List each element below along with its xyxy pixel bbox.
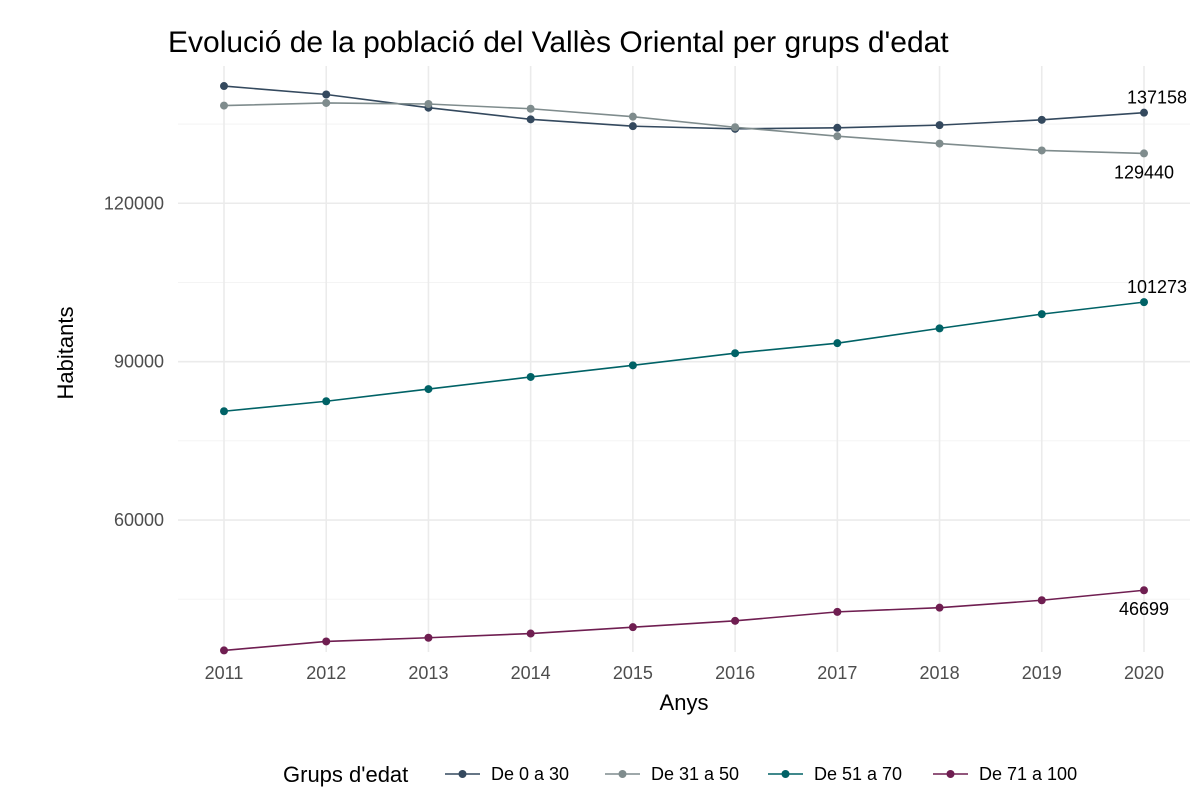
data-point	[424, 100, 433, 109]
x-tick-label: 2014	[511, 663, 551, 683]
legend-item: De 31 a 50	[605, 764, 739, 784]
series-layer	[220, 82, 1148, 655]
series-line	[223, 102, 1145, 155]
data-label: 46699	[1119, 599, 1169, 619]
data-point	[220, 407, 228, 416]
y-tick-label: 90000	[114, 352, 164, 372]
series-line	[223, 589, 1145, 652]
data-point	[322, 90, 331, 99]
legend-label: De 71 a 100	[979, 764, 1077, 784]
series-group	[220, 98, 1148, 158]
data-point	[628, 623, 637, 632]
series-group	[220, 586, 1148, 655]
legend-title: Grups d'edat	[283, 762, 408, 787]
data-point	[1140, 298, 1148, 307]
y-axis-title: Habitants	[53, 307, 78, 400]
legend-key-point	[781, 770, 790, 778]
data-point	[628, 112, 637, 121]
data-point	[935, 139, 944, 148]
data-point	[220, 646, 228, 655]
data-point	[424, 385, 433, 394]
data-point	[833, 339, 842, 348]
gridlines	[178, 66, 1190, 652]
legend-label: De 31 a 50	[651, 764, 739, 784]
legend: Grups d'edat De 0 a 30 De 31 a 50 De 51 a …	[283, 762, 1077, 787]
x-tick-label: 2015	[613, 663, 653, 683]
data-point	[731, 123, 740, 132]
data-point	[935, 121, 944, 130]
data-point	[833, 123, 842, 132]
series-line	[223, 85, 1145, 130]
data-label: 129440	[1114, 162, 1174, 182]
data-point	[1037, 310, 1046, 319]
data-point	[526, 115, 535, 124]
series-group	[220, 82, 1148, 133]
legend-item: De 51 a 70	[768, 764, 902, 784]
data-point	[526, 104, 535, 113]
y-tick-label: 120000	[104, 193, 164, 213]
data-label: 101273	[1127, 277, 1187, 297]
x-tick-label: 2018	[920, 663, 960, 683]
legend-label: De 51 a 70	[814, 764, 902, 784]
y-tick-label: 60000	[114, 510, 164, 530]
x-tick-label: 2012	[306, 663, 346, 683]
data-point	[1140, 149, 1148, 158]
x-tick-label: 2011	[205, 663, 244, 683]
legend-key-point	[458, 770, 467, 778]
x-tick-label: 2019	[1022, 663, 1062, 683]
data-point	[1037, 596, 1046, 605]
annotation-layer: 137158 129440 101273 46699	[1114, 88, 1187, 620]
data-point	[424, 633, 433, 642]
data-label: 137158	[1127, 88, 1187, 108]
x-tick-label: 2013	[408, 663, 448, 683]
data-point	[731, 616, 740, 625]
data-point	[628, 122, 637, 131]
data-point	[1140, 108, 1148, 117]
data-point	[1140, 586, 1148, 595]
series-line	[223, 301, 1145, 413]
data-point	[628, 361, 637, 370]
chart-title: Evolució de la població del Vallès Orien…	[168, 26, 949, 59]
series-group	[220, 298, 1148, 416]
data-point	[322, 637, 331, 646]
x-axis-ticks: 2011 2012 2013 2014 2015 2016 2017 2018 2019 2020	[205, 663, 1164, 683]
data-point	[526, 629, 535, 638]
data-point	[526, 372, 535, 381]
data-point	[322, 397, 331, 406]
data-point	[1037, 115, 1046, 124]
data-point	[1037, 146, 1046, 155]
legend-item: De 0 a 30	[445, 764, 569, 784]
legend-item: De 71 a 100	[933, 764, 1077, 784]
data-point	[833, 132, 842, 141]
x-axis-title: Anys	[660, 690, 709, 715]
data-point	[731, 349, 740, 358]
data-point	[833, 607, 842, 616]
data-point	[935, 603, 944, 612]
x-tick-label: 2020	[1124, 663, 1164, 683]
y-axis-ticks: 60000 90000 120000	[104, 193, 164, 530]
data-point	[220, 101, 228, 110]
data-point	[935, 324, 944, 333]
legend-label: De 0 a 30	[491, 764, 569, 784]
legend-key-point	[618, 770, 627, 778]
x-tick-label: 2017	[817, 663, 857, 683]
legend-key-point	[946, 770, 955, 778]
data-point	[220, 82, 228, 91]
x-tick-label: 2016	[715, 663, 755, 683]
data-point	[322, 98, 331, 107]
